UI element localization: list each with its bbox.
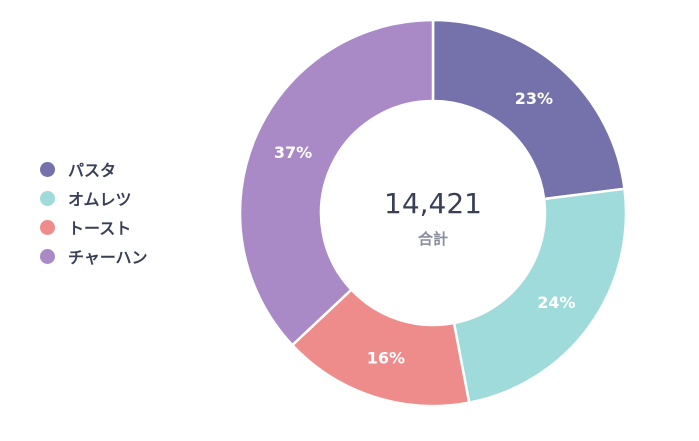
- center-total-label: 合計: [417, 230, 448, 248]
- legend-label: トースト: [68, 219, 132, 238]
- slice-percent-label: 24%: [537, 293, 575, 312]
- legend-item: パスタ: [40, 158, 148, 180]
- legend-item: チャーハン: [40, 245, 148, 267]
- donut-slice: [431, 18, 626, 201]
- donut-slice: [452, 187, 628, 405]
- slice-percent-label: 37%: [274, 143, 312, 162]
- legend-swatch: [40, 161, 55, 177]
- slice-percent-label: 23%: [515, 89, 553, 108]
- donut-slice: [238, 18, 435, 347]
- legend-swatch: [40, 219, 55, 235]
- slice-percent-label: 16%: [367, 349, 405, 368]
- chart-legend: パスタオムレツトーストチャーハン: [40, 158, 148, 267]
- legend-label: オムレツ: [68, 190, 132, 209]
- donut-slices: [238, 18, 628, 408]
- center-total-value: 14,421: [384, 187, 482, 220]
- legend-item: オムレツ: [40, 187, 148, 209]
- legend-item: トースト: [40, 216, 148, 238]
- legend-swatch: [40, 190, 55, 206]
- legend-label: チャーハン: [68, 248, 148, 267]
- slice-labels: 23% 24% 16% 37%: [274, 89, 576, 367]
- legend-swatch: [40, 248, 55, 264]
- legend-label: パスタ: [68, 161, 117, 180]
